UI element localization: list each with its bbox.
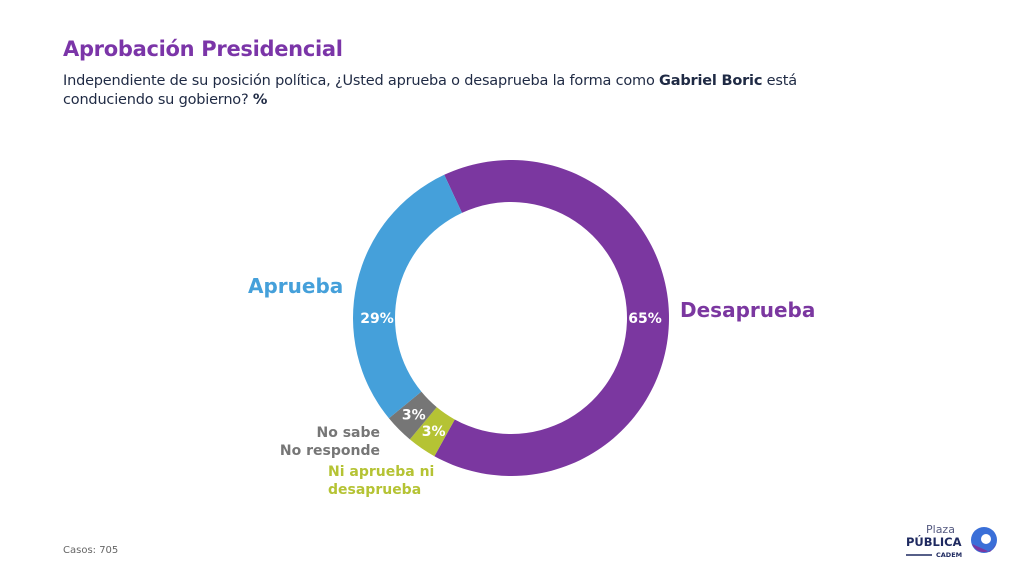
- ni-aprueba-line2: desaprueba: [328, 482, 422, 498]
- logo-mark-icon: Plaza PÚBLICA CADEM: [906, 523, 997, 559]
- data-label-no-sabe-no-responde: 3%: [402, 408, 426, 424]
- data-label-ni-aprueba-ni-desaprueba: 3%: [422, 424, 446, 440]
- chart-title: Aprobación Presidencial: [63, 37, 343, 61]
- legend-label-desaprueba: Desaprueba: [680, 298, 816, 322]
- legend-label-aprueba: Aprueba: [248, 274, 344, 298]
- data-label-aprueba: 29%: [360, 311, 394, 327]
- no-sabe-line1: No sabe: [316, 425, 380, 441]
- plaza-publica-logo: Plaza PÚBLICA CADEM: [900, 522, 1005, 560]
- ni-aprueba-line1: Ni aprueba ni: [328, 464, 435, 480]
- subtitle-text-2: está conduciendo su gobierno?: [63, 73, 797, 108]
- donut-slice-ni-aprueba-ni-desaprueba: [409, 407, 455, 457]
- legend-label-no-sabe: No sabe No responde: [280, 424, 380, 460]
- logo-line1: Plaza: [926, 523, 955, 536]
- logo-line2: PÚBLICA: [906, 534, 962, 549]
- cases-count: Casos: 705: [63, 545, 119, 556]
- logo-line3: CADEM: [936, 551, 962, 559]
- legend-label-ni-aprueba: Ni aprueba ni desaprueba: [328, 463, 434, 499]
- donut-slice-aprueba: [353, 174, 462, 419]
- donut-slice-no-sabe-no-responde: [388, 391, 437, 440]
- chart-subtitle: Independiente de su posición política, ¿…: [63, 72, 863, 110]
- subtitle-unit: %: [252, 92, 268, 108]
- subtitle-name: Gabriel Boric: [659, 73, 763, 89]
- no-sabe-line2: No responde: [279, 443, 380, 459]
- data-label-desaprueba: 65%: [628, 311, 662, 327]
- donut-slice-desaprueba: [434, 160, 669, 477]
- subtitle-text: Independiente de su posición política, ¿…: [63, 73, 660, 89]
